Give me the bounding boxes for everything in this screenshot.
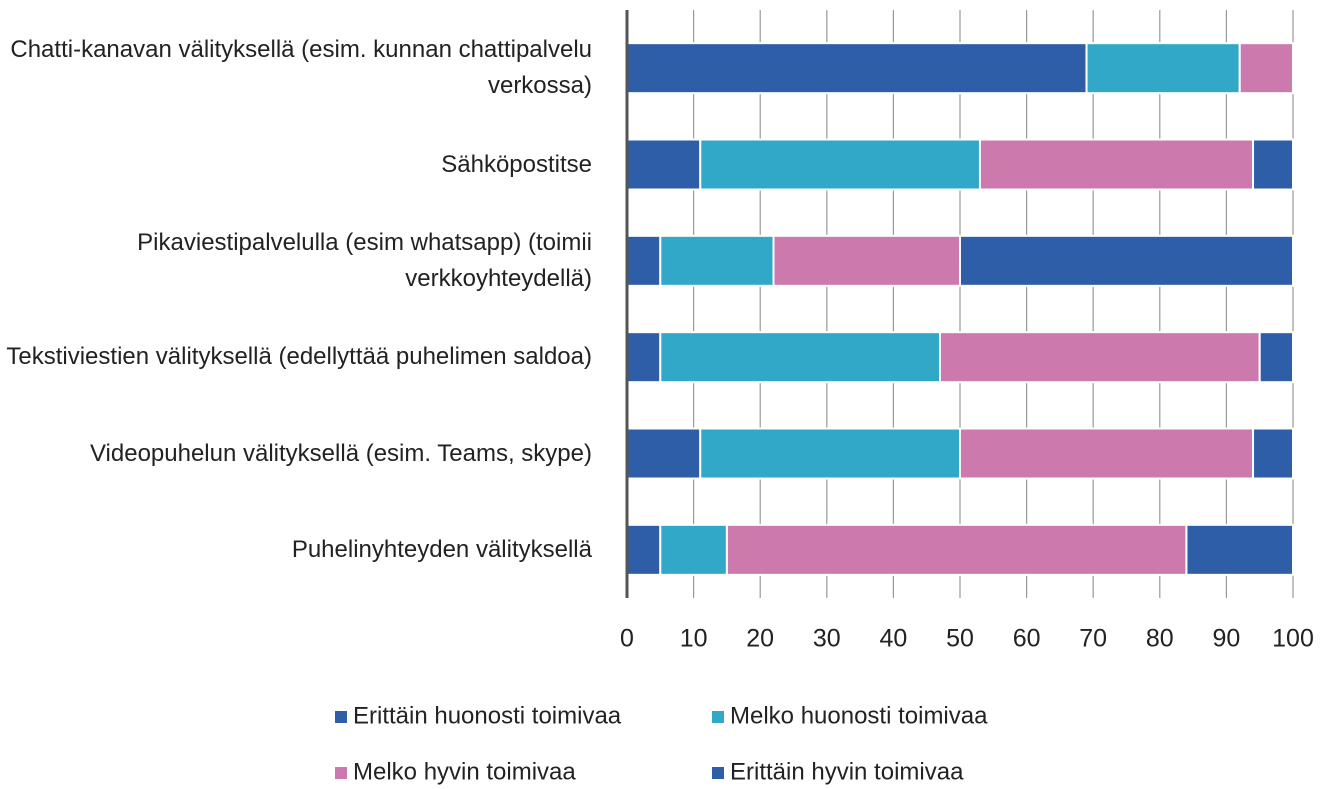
- legend-label: Erittäin hyvin toimivaa: [730, 758, 964, 785]
- x-tick-label: 80: [1146, 625, 1174, 653]
- legend-swatch: [335, 767, 347, 779]
- bar-segment: [1185, 523, 1294, 576]
- x-tick-label: 50: [946, 625, 974, 653]
- legend-label: Melko huonosti toimivaa: [730, 702, 988, 729]
- bar-segment: [1252, 427, 1295, 480]
- x-tick-label: 100: [1272, 625, 1314, 653]
- bar-segment: [1085, 42, 1241, 95]
- legend-swatch: [335, 711, 347, 723]
- bar-segment: [626, 42, 1088, 95]
- category-label: Videopuhelun välityksellä (esim. Teams, …: [89, 439, 592, 467]
- bar-segment: [659, 523, 728, 576]
- x-tick-label: 10: [680, 625, 708, 653]
- bar-segment: [659, 331, 942, 384]
- legend-label: Melko hyvin toimivaa: [353, 758, 576, 785]
- bar-segment: [939, 331, 1261, 384]
- category-label: Sähköpostitse: [441, 150, 592, 178]
- category-label: Pikaviestipalvelulla (esim whatsapp) (to…: [137, 228, 592, 292]
- bar-segment: [772, 234, 962, 287]
- bar-segment: [626, 523, 662, 576]
- bar-segment: [659, 234, 775, 287]
- category-label: Puhelinyhteyden välityksellä: [291, 535, 592, 563]
- category-label: Chatti-kanavan välityksellä (esim. kunna…: [10, 36, 592, 100]
- x-tick-label: 40: [879, 625, 907, 653]
- bar-segment: [959, 427, 1255, 480]
- x-tick-label: 0: [620, 625, 634, 653]
- bar-segment: [959, 234, 1294, 287]
- bar-segment: [626, 138, 702, 191]
- x-tick-label: 20: [746, 625, 774, 653]
- bar-segment: [626, 234, 662, 287]
- bar-segment: [626, 427, 702, 480]
- x-tick-label: 30: [813, 625, 841, 653]
- x-tick-label: 90: [1212, 625, 1240, 653]
- legend-swatch: [712, 767, 724, 779]
- legend-swatch: [712, 711, 724, 723]
- bar-segment: [626, 331, 662, 384]
- x-tick-label: 60: [1013, 625, 1041, 653]
- bar-segment: [725, 523, 1188, 576]
- bar-segment: [978, 138, 1255, 191]
- x-tick-label: 70: [1079, 625, 1107, 653]
- category-label: Tekstiviestien välityksellä (edellyttää …: [6, 343, 592, 371]
- bar-segment: [699, 138, 981, 191]
- bar-segment: [1238, 42, 1294, 95]
- legend-label: Erittäin huonosti toimivaa: [353, 702, 622, 729]
- bar-segment: [1258, 331, 1294, 384]
- bar-segment: [699, 427, 961, 480]
- bar-segment: [1252, 138, 1295, 191]
